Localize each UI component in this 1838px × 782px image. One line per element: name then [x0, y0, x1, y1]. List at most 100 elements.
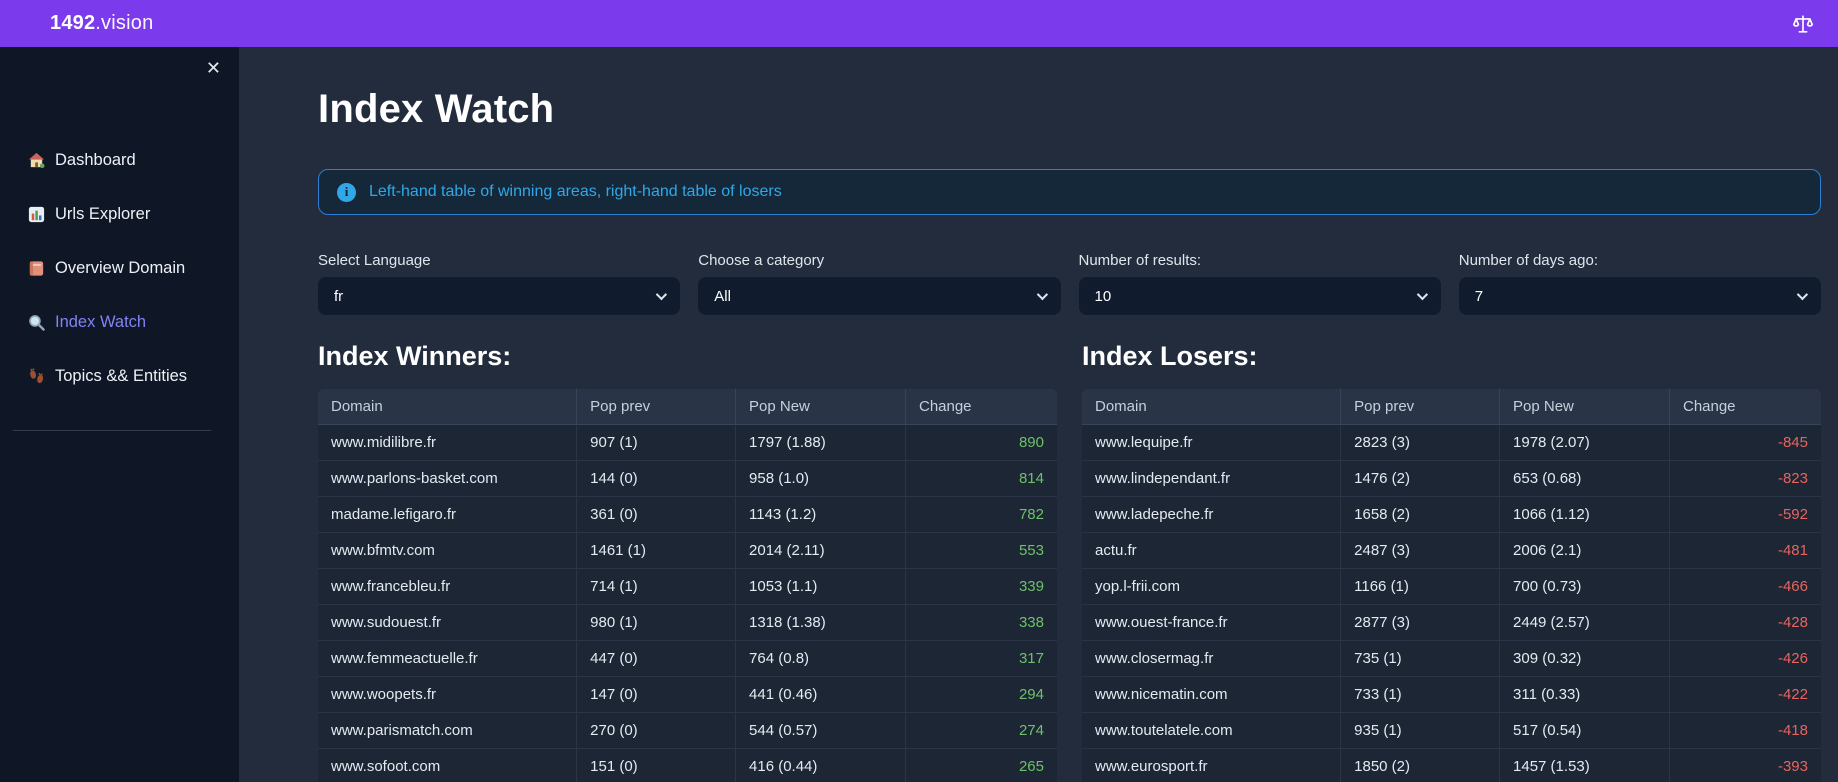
- table-row: www.francebleu.fr 714 (1) 1053 (1.1) 339: [318, 568, 1057, 605]
- brand-logo[interactable]: 1492.vision: [50, 12, 153, 35]
- filter-label: Number of results:: [1078, 252, 1202, 269]
- table-row: www.ouest-france.fr 2877 (3) 2449 (2.57) -4…: [1082, 604, 1821, 641]
- balance-scale-icon[interactable]: [1792, 13, 1814, 35]
- table-row: www.ladepeche.fr 1658 (2) 1066 (1.12) -592: [1082, 496, 1821, 533]
- change-cell: 814: [904, 460, 1057, 497]
- value-cell: 2877 (3): [1340, 604, 1501, 641]
- table-row: actu.fr 2487 (3) 2006 (2.1) -481: [1082, 532, 1821, 569]
- sidebar-item-label: Topics && Entities: [55, 367, 188, 385]
- table-row: www.femmeactuelle.fr 447 (0) 764 (0.8) 317: [318, 640, 1057, 677]
- domain-cell: www.parismatch.com: [318, 712, 578, 749]
- change-cell: -393: [1668, 748, 1821, 782]
- value-cell: 1658 (2): [1340, 496, 1501, 533]
- value-cell: 441 (0.46): [735, 676, 906, 713]
- notebook-icon: [27, 259, 46, 278]
- value-cell: 1797 (1.88): [735, 424, 906, 461]
- table-row: www.eurosport.fr 1850 (2) 1457 (1.53) -393: [1082, 748, 1821, 782]
- footprints-icon: [27, 367, 46, 386]
- losers-section: Index Losers: Domain Pop prev Pop New Ch…: [1082, 339, 1821, 782]
- value-cell: 309 (0.32): [1499, 640, 1670, 677]
- value-cell: 907 (1): [576, 424, 737, 461]
- results-select[interactable]: 10: [1078, 277, 1441, 315]
- sidebar-item-label: Index Watch: [55, 313, 147, 331]
- domain-cell: www.bfmtv.com: [318, 532, 578, 569]
- domain-cell: www.closermag.fr: [1082, 640, 1342, 677]
- filter-label: Select Language: [318, 252, 431, 269]
- value-cell: 2014 (2.11): [735, 532, 906, 569]
- value-cell: 714 (1): [576, 568, 737, 605]
- domain-cell: www.lequipe.fr: [1082, 424, 1342, 461]
- value-cell: 144 (0): [576, 460, 737, 497]
- sidebar-item-label: Urls Explorer: [55, 205, 151, 223]
- value-cell: 1166 (1): [1340, 568, 1501, 605]
- col-pop-new: Pop New: [1499, 389, 1670, 425]
- select-value: fr: [334, 287, 344, 305]
- chevron-down-icon: [1416, 288, 1428, 301]
- filter-label: Number of days ago:: [1458, 252, 1598, 269]
- value-cell: 2449 (2.57): [1499, 604, 1670, 641]
- domain-cell: www.francebleu.fr: [318, 568, 578, 605]
- filter-days: Number of days ago: 7: [1458, 251, 1821, 315]
- col-change: Change: [904, 389, 1057, 425]
- filter-language: Select Language fr: [318, 251, 681, 315]
- value-cell: 311 (0.33): [1499, 676, 1670, 713]
- info-icon: i: [337, 182, 356, 202]
- domain-cell: www.midilibre.fr: [318, 424, 578, 461]
- col-domain: Domain: [318, 389, 578, 425]
- category-select[interactable]: All: [698, 277, 1061, 315]
- value-cell: 980 (1): [576, 604, 737, 641]
- sidebar-item-label: Overview Domain: [55, 259, 186, 277]
- filters-row: Select Language fr Choose a category All…: [318, 251, 1821, 315]
- value-cell: 517 (0.54): [1499, 712, 1670, 749]
- value-cell: 1143 (1.2): [735, 496, 906, 533]
- home-icon: [27, 151, 46, 170]
- change-cell: -428: [1668, 604, 1821, 641]
- sidebar-item-urls-explorer[interactable]: Urls Explorer: [27, 199, 239, 229]
- bar-chart-icon: [27, 205, 46, 224]
- table-row: www.closermag.fr 735 (1) 309 (0.32) -426: [1082, 640, 1821, 677]
- losers-table: Domain Pop prev Pop New Change www.lequi…: [1082, 389, 1821, 782]
- sidebar-item-dashboard[interactable]: Dashboard: [27, 145, 239, 175]
- page-title: Index Watch: [318, 87, 555, 131]
- close-icon[interactable]: ✕: [205, 58, 221, 78]
- losers-heading: Index Losers:: [1082, 341, 1258, 371]
- info-banner-text: Left-hand table of winning areas, right-…: [369, 183, 782, 200]
- domain-cell: www.sudouest.fr: [318, 604, 578, 641]
- domain-cell: yop.l-frii.com: [1082, 568, 1342, 605]
- value-cell: 361 (0): [576, 496, 737, 533]
- table-row: www.sudouest.fr 980 (1) 1318 (1.38) 338: [318, 604, 1057, 641]
- select-value: 7: [1474, 287, 1484, 305]
- change-cell: -823: [1668, 460, 1821, 497]
- brand-bold: 1492: [50, 12, 96, 34]
- value-cell: 1053 (1.1): [735, 568, 906, 605]
- select-value: 10: [1094, 287, 1112, 305]
- value-cell: 1318 (1.38): [735, 604, 906, 641]
- sidebar-item-index-watch[interactable]: Index Watch: [27, 307, 239, 337]
- filter-label: Choose a category: [698, 252, 825, 269]
- domain-cell: www.woopets.fr: [318, 676, 578, 713]
- col-pop-new: Pop New: [735, 389, 906, 425]
- value-cell: 764 (0.8): [735, 640, 906, 677]
- table-row: www.bfmtv.com 1461 (1) 2014 (2.11) 553: [318, 532, 1057, 569]
- value-cell: 935 (1): [1340, 712, 1501, 749]
- domain-cell: www.eurosport.fr: [1082, 748, 1342, 782]
- sidebar-item-overview-domain[interactable]: Overview Domain: [27, 253, 239, 283]
- value-cell: 1850 (2): [1340, 748, 1501, 782]
- winners-table: Domain Pop prev Pop New Change www.midil…: [318, 389, 1057, 782]
- domain-cell: www.lindependant.fr: [1082, 460, 1342, 497]
- table-row: madame.lefigaro.fr 361 (0) 1143 (1.2) 782: [318, 496, 1057, 533]
- app-header: 1492.vision: [0, 0, 1838, 47]
- sidebar-item-topics-entities[interactable]: Topics && Entities: [27, 361, 239, 391]
- change-cell: 317: [904, 640, 1057, 677]
- days-select[interactable]: 7: [1458, 277, 1821, 315]
- value-cell: 1457 (1.53): [1499, 748, 1670, 782]
- table-row: www.nicematin.com 733 (1) 311 (0.33) -422: [1082, 676, 1821, 713]
- value-cell: 1461 (1): [576, 532, 737, 569]
- language-select[interactable]: fr: [318, 277, 681, 315]
- table-header-row: Domain Pop prev Pop New Change: [1082, 389, 1821, 425]
- value-cell: 733 (1): [1340, 676, 1501, 713]
- domain-cell: www.sofoot.com: [318, 748, 578, 782]
- filter-results: Number of results: 10: [1078, 251, 1441, 315]
- domain-cell: www.ouest-france.fr: [1082, 604, 1342, 641]
- value-cell: 544 (0.57): [735, 712, 906, 749]
